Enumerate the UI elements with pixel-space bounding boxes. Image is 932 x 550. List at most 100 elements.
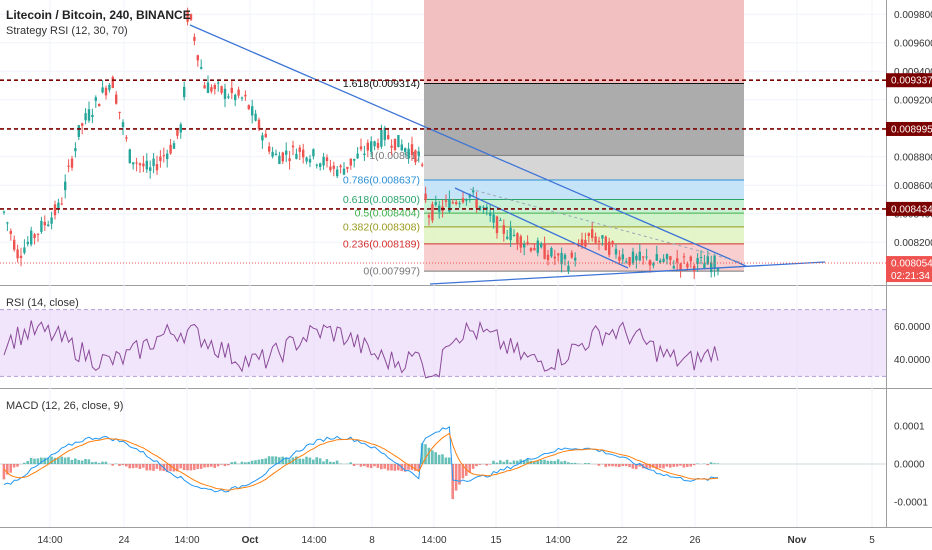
candle-body xyxy=(438,205,441,212)
candle-body xyxy=(380,130,383,147)
candle-body xyxy=(128,149,131,164)
macd-histogram-bar xyxy=(597,464,601,466)
macd-histogram-bar xyxy=(427,447,431,464)
candle-body xyxy=(716,268,720,271)
candle-body xyxy=(356,153,359,159)
level-price-label: 0.009337 xyxy=(891,76,932,87)
candle-body xyxy=(618,256,621,261)
fib-zone xyxy=(424,155,744,180)
candle-body xyxy=(142,163,145,167)
candle-body xyxy=(47,224,50,227)
macd-histogram-bar xyxy=(376,464,380,468)
candle-body xyxy=(489,212,492,216)
candle-body xyxy=(676,258,679,263)
trendline-descending xyxy=(189,24,747,267)
x-tick-label: Nov xyxy=(788,535,807,546)
macd-histogram-bar xyxy=(152,464,155,471)
macd-histogram-bar xyxy=(77,459,80,464)
x-tick-label: 14:00 xyxy=(421,535,446,546)
macd-histogram-bar xyxy=(584,463,587,464)
candle-body xyxy=(183,86,186,98)
macd-histogram-bar xyxy=(669,464,672,468)
candle-body xyxy=(393,138,397,150)
macd-histogram-bar xyxy=(267,456,271,464)
macd-histogram-bar xyxy=(543,459,546,464)
macd-histogram-bar xyxy=(230,462,233,464)
macd-histogram-bar xyxy=(624,464,628,467)
candle-body xyxy=(472,190,475,193)
candle-body xyxy=(274,153,278,155)
candle-body xyxy=(2,211,6,213)
candle-body xyxy=(176,128,179,136)
candle-body xyxy=(53,204,57,216)
candle-body xyxy=(60,203,63,205)
candle-body xyxy=(455,202,458,204)
candle-body xyxy=(285,150,288,155)
macd-histogram-bar xyxy=(437,454,441,464)
candle-body xyxy=(36,233,40,235)
candle-body xyxy=(648,260,652,266)
macd-tick-label: -0.0001 xyxy=(894,498,928,509)
candle-body xyxy=(461,198,465,203)
candle-body xyxy=(268,146,271,152)
macd-histogram-bar xyxy=(556,459,560,464)
macd-histogram-bar xyxy=(40,457,43,464)
candle-body xyxy=(57,202,60,210)
candle-body xyxy=(13,239,16,250)
macd-histogram-bar xyxy=(516,460,519,464)
macd-histogram-bar xyxy=(458,464,461,485)
candle-body xyxy=(288,158,291,162)
candle-body xyxy=(665,254,669,260)
macd-histogram-bar xyxy=(329,461,332,464)
macd-histogram-bar xyxy=(227,464,230,466)
macd-histogram-bar xyxy=(169,464,172,472)
x-tick-label: 8 xyxy=(369,535,375,546)
macd-histogram-bar xyxy=(240,461,244,464)
macd-histogram-bar xyxy=(475,464,478,467)
candle-body xyxy=(322,156,325,166)
candle-body xyxy=(223,88,227,99)
candle-body xyxy=(431,204,434,221)
macd-histogram-bar xyxy=(478,464,482,465)
macd-histogram-bar xyxy=(9,464,12,473)
macd-histogram-bar xyxy=(312,459,315,464)
fib-label: 0(0.007997) xyxy=(363,266,420,278)
candle-body xyxy=(298,147,301,152)
macd-histogram-bar xyxy=(390,464,393,471)
macd-histogram-bar xyxy=(468,464,471,473)
candle-body xyxy=(308,159,312,163)
candle-body xyxy=(149,167,152,171)
candle-body xyxy=(604,236,607,251)
candle-body xyxy=(346,166,349,169)
macd-histogram-bar xyxy=(686,464,689,467)
candle-body xyxy=(261,135,264,141)
candle-body xyxy=(706,256,709,265)
candle-body xyxy=(329,166,332,171)
candle-body xyxy=(162,155,165,157)
macd-histogram-bar xyxy=(614,464,618,467)
candle-body xyxy=(94,97,97,101)
candle-body xyxy=(560,253,563,265)
macd-histogram-bar xyxy=(43,457,46,464)
macd-histogram-bar xyxy=(492,460,495,464)
macd-histogram-bar xyxy=(101,461,104,464)
strategy-label: Strategy RSI (12, 30, 70) xyxy=(6,25,128,37)
macd-histogram-bar xyxy=(193,464,196,470)
candle-body xyxy=(366,142,369,151)
macd-histogram-bar xyxy=(424,444,427,464)
macd-histogram-bar xyxy=(318,458,322,464)
macd-histogram-bar xyxy=(288,459,291,464)
candle-body xyxy=(33,234,36,238)
macd-histogram-bar xyxy=(223,464,227,467)
candle-body xyxy=(230,87,233,94)
macd-histogram-bar xyxy=(393,464,397,471)
macd-histogram-bar xyxy=(308,457,312,464)
candle-body xyxy=(104,87,108,96)
symbol-title: Litecoin / Bitcoin, 240, BINANCE xyxy=(6,8,191,22)
x-tick-label: 26 xyxy=(689,535,701,546)
candle-body xyxy=(611,241,614,245)
macd-histogram-bar xyxy=(332,462,335,464)
candle-body xyxy=(237,89,240,96)
macd-histogram-bar xyxy=(142,464,145,468)
